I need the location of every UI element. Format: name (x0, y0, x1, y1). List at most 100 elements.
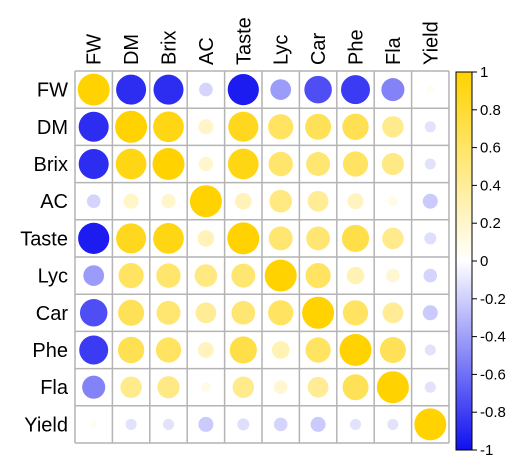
correlation-circle-car-phe (342, 300, 369, 326)
correlation-circle-phe-car (305, 337, 331, 363)
correlation-circle-ac-yield (422, 193, 438, 209)
correlation-circle-fla-car (307, 376, 329, 398)
correlation-circle-yield-brix (162, 418, 175, 430)
grid-lines (74, 70, 450, 444)
row-label-phe: Phe (32, 340, 68, 362)
correlation-circle-taste-car (306, 226, 330, 251)
correlation-circle-lyc-ac (194, 264, 218, 287)
column-label-yield: Yield (420, 21, 442, 65)
correlation-circle-phe-fla (379, 337, 406, 363)
correlation-circle-ac-fla (387, 196, 398, 207)
correlation-circle-brix-yield (424, 158, 436, 170)
correlation-circle-fla-ac (200, 382, 211, 393)
colorbar-tick-label: -0.8 (480, 404, 506, 421)
correlation-circle-fw-brix (153, 74, 184, 105)
correlation-circle-ac-fw (86, 194, 101, 208)
column-label-fw: FW (84, 34, 106, 65)
row-label-ac: AC (40, 191, 68, 213)
correlation-circle-dm-phe (342, 113, 369, 140)
column-label-fla: Fla (383, 36, 405, 65)
colorbar: -1 -0.8 -0.6 -0.4 -0.2 0 0.2 0.4 0.6 0.8 1 (455, 64, 506, 459)
correlation-circle-taste-yield (424, 232, 437, 245)
correlation-circle-car-yield (422, 305, 438, 321)
correlation-circle-taste-fw (78, 222, 110, 254)
colorbar-tick-label: -0.6 (480, 366, 506, 383)
correlation-circle-dm-dm (115, 110, 148, 143)
column-label-phe: Phe (346, 29, 368, 65)
correlation-circle-fla-yield (424, 381, 436, 393)
correlation-circle-fla-brix (157, 376, 180, 399)
colorbar-tick-label: 0 (480, 253, 488, 270)
correlation-circle-dm-ac (198, 119, 214, 135)
correlation-circle-fw-phe (341, 75, 370, 105)
row-label-taste: Taste (20, 228, 68, 250)
row-labels: FW DM Brix AC Taste Lyc Car Phe Fla Yield (20, 80, 69, 437)
correlation-circle-dm-fw (78, 111, 109, 142)
colorbar-tick-label: 0.8 (480, 102, 501, 119)
colorbar-tick-label: -0.2 (480, 291, 506, 308)
correlation-circle-car-fla (382, 302, 404, 324)
correlation-circle-yield-fla (387, 418, 399, 430)
correlation-circle-fw-fla (381, 78, 405, 102)
correlation-circle-car-ac (195, 302, 217, 324)
correlation-circle-ac-ac (189, 185, 222, 218)
correlation-circle-ac-dm (123, 193, 139, 209)
correlation-circle-dm-taste (228, 111, 259, 142)
correlation-circle-car-fw (79, 299, 108, 327)
colorbar-gradient (455, 71, 473, 451)
correlation-circle-yield-dm (125, 418, 137, 430)
correlation-circle-yield-ac (198, 416, 214, 432)
row-label-fw: FW (37, 80, 68, 102)
correlation-circle-lyc-yield (423, 268, 438, 283)
correlation-circle-ac-taste (234, 192, 252, 210)
correlation-circle-phe-phe (339, 334, 372, 366)
correlation-circle-ac-lyc (269, 189, 293, 213)
correlation-circle-fla-lyc (273, 380, 288, 394)
correlation-circle-car-taste (231, 300, 256, 325)
correlation-circle-yield-phe (349, 418, 362, 430)
column-label-taste: Taste (233, 17, 255, 65)
correlation-circle-brix-dm (115, 148, 147, 180)
correlation-circle-taste-brix (153, 223, 184, 254)
correlation-circle-fw-yield (426, 85, 435, 94)
colorbar-tick-label: -1 (480, 442, 493, 459)
correlation-circle-yield-taste (237, 418, 250, 431)
correlation-circle-dm-yield (424, 121, 436, 133)
correlation-circle-ac-brix (161, 194, 176, 209)
correlation-circle-brix-fla (381, 152, 404, 176)
column-label-brix: Brix (159, 31, 181, 65)
correlation-circle-phe-yield (424, 344, 436, 356)
correlation-circle-fw-car (304, 75, 332, 104)
correlation-circle-brix-lyc (268, 151, 293, 177)
row-label-dm: DM (37, 117, 68, 139)
correlation-circle-fla-fla (376, 371, 409, 404)
column-labels: FW DM Brix AC Taste Lyc Car Phe Fla Yield (84, 17, 443, 65)
correlation-circle-fw-dm (116, 74, 147, 105)
correlation-circle-car-car (302, 296, 335, 329)
correlation-circle-lyc-car (305, 263, 331, 289)
correlation-circle-dm-fla (382, 116, 404, 138)
correlation-circle-taste-taste (227, 222, 260, 255)
correlation-circle-lyc-brix (156, 263, 181, 288)
column-label-car: Car (308, 32, 330, 65)
correlation-circle-fla-taste (232, 376, 255, 398)
correlation-circle-yield-yield (414, 408, 447, 441)
correlation-circle-fw-taste (227, 74, 259, 106)
colorbar-tick-label: -0.4 (480, 329, 506, 346)
correlation-circle-yield-fw (89, 420, 98, 429)
column-label-ac: AC (196, 37, 218, 65)
correlation-circle-brix-brix (152, 148, 185, 180)
correlation-circle-lyc-fla (386, 268, 400, 283)
row-label-brix: Brix (34, 154, 68, 176)
colorbar-tick-label: 0.6 (480, 140, 501, 157)
correlation-circle-yield-car (310, 416, 326, 432)
correlation-circle-phe-dm (117, 336, 145, 364)
correlation-circle-ac-phe (347, 193, 364, 210)
correlation-circle-fw-fw (77, 73, 110, 106)
colorbar-tick-label: 1 (480, 64, 488, 81)
correlation-circle-phe-taste (229, 336, 257, 364)
correlation-circle-ac-car (307, 190, 329, 212)
correlation-circle-taste-dm (116, 223, 147, 254)
row-label-car: Car (36, 303, 69, 325)
correlation-circle-brix-taste (227, 148, 259, 180)
